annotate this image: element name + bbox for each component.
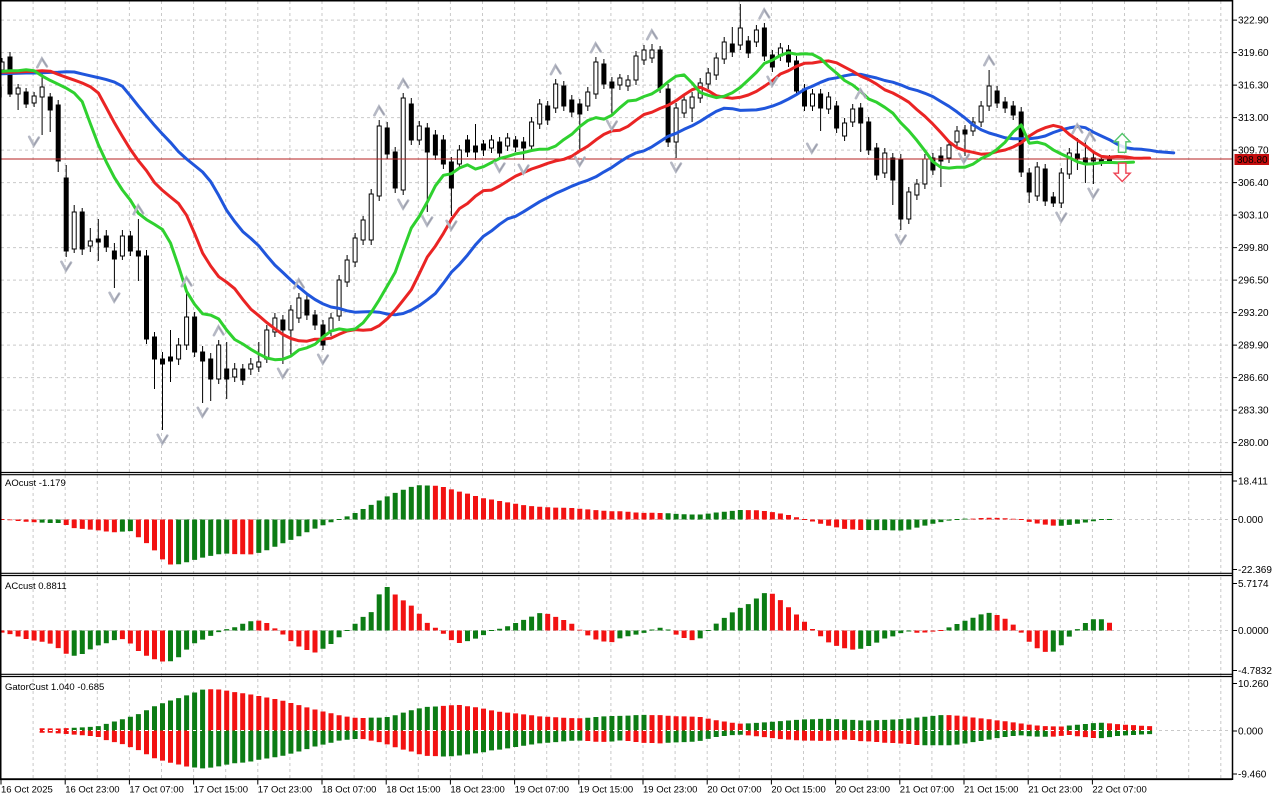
svg-text:322.90: 322.90: [1238, 16, 1269, 27]
svg-text:299.80: 299.80: [1238, 243, 1269, 254]
svg-text:0.000: 0.000: [1238, 727, 1263, 738]
svg-text:308.80: 308.80: [1237, 155, 1268, 166]
svg-text:-9.460: -9.460: [1238, 770, 1267, 781]
svg-text:19 Oct 07:00: 19 Oct 07:00: [515, 785, 569, 796]
svg-text:20 Oct 23:00: 20 Oct 23:00: [836, 785, 890, 796]
svg-text:17 Oct 07:00: 17 Oct 07:00: [129, 785, 183, 796]
svg-text:316.30: 316.30: [1238, 81, 1269, 92]
svg-text:5.7174: 5.7174: [1238, 579, 1269, 590]
svg-text:-22.369: -22.369: [1238, 565, 1272, 576]
svg-text:18 Oct 07:00: 18 Oct 07:00: [322, 785, 376, 796]
svg-text:283.30: 283.30: [1238, 406, 1269, 417]
svg-text:GatorCust 1.040 -0.685: GatorCust 1.040 -0.685: [5, 682, 104, 693]
svg-text:0.000: 0.000: [1238, 515, 1263, 526]
svg-text:22 Oct 07:00: 22 Oct 07:00: [1092, 785, 1146, 796]
svg-text:17 Oct 15:00: 17 Oct 15:00: [194, 785, 248, 796]
svg-text:319.60: 319.60: [1238, 48, 1269, 59]
svg-text:AOcust -1.179: AOcust -1.179: [5, 478, 66, 489]
svg-text:313.00: 313.00: [1238, 113, 1269, 124]
svg-text:18 Oct 23:00: 18 Oct 23:00: [450, 785, 504, 796]
svg-text:20 Oct 07:00: 20 Oct 07:00: [707, 785, 761, 796]
svg-text:289.90: 289.90: [1238, 341, 1269, 352]
svg-text:309.70: 309.70: [1238, 146, 1269, 157]
svg-text:19 Oct 15:00: 19 Oct 15:00: [579, 785, 633, 796]
svg-text:306.40: 306.40: [1238, 178, 1269, 189]
svg-text:293.20: 293.20: [1238, 308, 1269, 319]
svg-text:18 Oct 15:00: 18 Oct 15:00: [386, 785, 440, 796]
svg-text:303.10: 303.10: [1238, 211, 1269, 222]
svg-text:10.260: 10.260: [1238, 679, 1269, 690]
svg-text:16 Oct 2025: 16 Oct 2025: [1, 785, 53, 796]
svg-text:21 Oct 07:00: 21 Oct 07:00: [900, 785, 954, 796]
svg-text:18.411: 18.411: [1238, 477, 1268, 488]
svg-text:17 Oct 23:00: 17 Oct 23:00: [258, 785, 312, 796]
svg-text:20 Oct 15:00: 20 Oct 15:00: [771, 785, 825, 796]
svg-text:19 Oct 23:00: 19 Oct 23:00: [643, 785, 697, 796]
svg-text:0.0000: 0.0000: [1238, 626, 1269, 637]
svg-text:286.60: 286.60: [1238, 373, 1269, 384]
svg-text:ACcust 0.8811: ACcust 0.8811: [5, 581, 67, 592]
svg-text:16 Oct 23:00: 16 Oct 23:00: [65, 785, 119, 796]
svg-text:280.00: 280.00: [1238, 438, 1269, 449]
svg-text:296.50: 296.50: [1238, 276, 1269, 287]
svg-text:21 Oct 15:00: 21 Oct 15:00: [964, 785, 1018, 796]
svg-text:-4.7832: -4.7832: [1238, 666, 1272, 677]
svg-text:21 Oct 23:00: 21 Oct 23:00: [1028, 785, 1082, 796]
